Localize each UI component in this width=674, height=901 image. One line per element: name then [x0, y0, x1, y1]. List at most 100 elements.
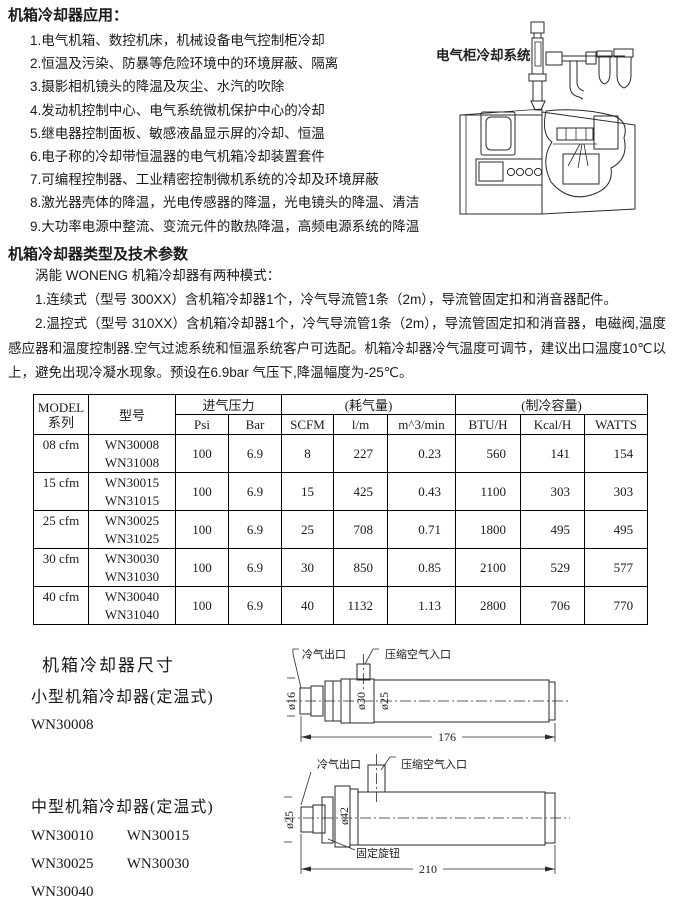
cabinet-cutaway	[544, 109, 626, 198]
watts-cell: 495	[584, 510, 649, 550]
air-supply-piping	[545, 48, 634, 100]
m3min-cell: 1.13	[387, 586, 457, 626]
col-header-watts: WATTS	[584, 414, 649, 436]
dia-outlet-label: ø16	[284, 692, 298, 710]
models-cell: WN30040 WN31040	[88, 586, 176, 626]
lm-cell: 1132	[333, 586, 389, 626]
valve	[585, 51, 597, 65]
bar-cell: 6.9	[227, 472, 283, 512]
models-cell: WN30008 WN31008	[88, 434, 176, 474]
series-cell: 08 cfm	[33, 434, 89, 474]
psi-cell: 100	[175, 548, 229, 588]
model-code: WN31015	[104, 493, 160, 509]
model-code: WN30030	[104, 551, 160, 567]
model-code: WN30010	[31, 828, 94, 845]
btuh-cell: 1100	[455, 472, 522, 512]
list-item: 8.激光器壳体的降温，光电传感器的降温，光电镜头的降温、清洁	[30, 195, 420, 211]
cabinet-cooling-diagram: 电气柜冷却系统	[436, 21, 636, 215]
leader-line	[300, 771, 312, 806]
cold-outlet-label: 冷气出口	[302, 647, 346, 661]
model-code: WN30030	[126, 856, 190, 873]
watts-cell: 577	[584, 548, 649, 588]
scfm-cell: 30	[281, 548, 335, 588]
fixing-knob-label: 固定旋钮	[356, 846, 400, 860]
vortex-tube-cooler	[528, 21, 547, 111]
col-header-m3min: m^3/min	[387, 414, 457, 436]
list-item: 3.摄影相机镜头的降温及灰尘、水汽的吹除	[30, 79, 285, 95]
cold-air-nozzle	[299, 678, 351, 724]
list-item: 4.发动机控制中心、电气系统微机保护中心的冷却	[30, 102, 325, 118]
models-cell: WN30025 WN31025	[88, 510, 176, 550]
applications-title: 机箱冷却器应用：	[8, 7, 129, 24]
vent-grille	[562, 153, 600, 185]
models-cell: WN30030 WN31030	[88, 548, 176, 588]
col-header-scfm: SCFM	[281, 414, 335, 436]
bar-cell: 6.9	[227, 434, 283, 474]
model-code: WN30025	[31, 856, 94, 873]
control-panel	[475, 158, 543, 186]
watts-cell: 770	[584, 586, 649, 626]
air-inlet-label: 压缩空气入口	[385, 647, 451, 661]
col-header-psi: Psi	[175, 414, 229, 436]
length-label: 176	[438, 730, 456, 744]
dia-outlet-label: ø25	[282, 811, 296, 829]
small-cooler-drawing: 冷气出口 压缩空气入口 ø16 ø30 ø25 176	[284, 647, 570, 744]
table-row: 40 cfm WN30040 WN31040 100 6.9 40 1132 1.…	[33, 586, 649, 626]
list-item: 5.继电器控制面板、敏感液晶显示屏的冷却、恒温	[30, 125, 325, 141]
group-header-pressure: 进气压力	[174, 394, 283, 416]
lm-cell: 708	[333, 510, 389, 550]
btuh-cell: 2800	[455, 586, 522, 626]
vent-grille	[593, 115, 619, 150]
psi-cell: 100	[175, 586, 229, 626]
group-header-capacity: (制冷容量)	[455, 394, 649, 416]
model-code: WN30015	[104, 475, 160, 491]
btuh-cell: 560	[455, 434, 522, 474]
dia-flange-label: ø42	[337, 807, 351, 825]
medium-cooler-subtitle: 中型机箱冷却器(定温式)	[31, 799, 214, 817]
cooler-body	[349, 678, 556, 724]
length-label: 210	[419, 862, 437, 876]
air-inlet-tube	[367, 754, 386, 802]
m3min-cell: 0.43	[387, 472, 457, 512]
scfm-cell: 40	[281, 586, 335, 626]
cooler-body	[357, 791, 556, 846]
m3min-cell: 0.23	[387, 434, 457, 474]
model-code: WN31030	[104, 569, 160, 585]
table-row: 15 cfm WN30015 WN31015 100 6.9 15 425 0.4…	[33, 472, 649, 512]
dimensions-title: 机箱冷却器尺寸	[42, 656, 175, 676]
col-header-model-cn: 系列	[47, 414, 74, 430]
m3min-cell: 0.85	[387, 548, 457, 588]
crt-screen	[480, 111, 516, 156]
leader-line	[292, 648, 299, 654]
group-header-consumption: (耗气量)	[281, 394, 457, 416]
filter-bowl	[598, 56, 611, 85]
kcalh-cell: 706	[520, 586, 586, 626]
col-header-btuh: BTU/H	[455, 414, 522, 436]
dia-flange-label: ø30	[354, 692, 368, 710]
watts-cell: 303	[584, 472, 649, 512]
list-item: 1.电气机箱、数控机床，机械设备电气控制柜冷却	[30, 33, 325, 48]
scfm-cell: 15	[281, 472, 335, 512]
applications-list: 1.电气机箱、数控机床，机械设备电气控制柜冷却 2.恒温及污染、防暴等危险环境中…	[30, 29, 465, 238]
btuh-cell: 2100	[455, 548, 522, 588]
col-header-model: MODEL 系列	[33, 394, 89, 436]
cold-outlet-label: 冷气出口	[317, 757, 361, 771]
length-dimension: 176	[300, 716, 556, 744]
psi-cell: 100	[175, 472, 229, 512]
types-title: 机箱冷却器类型及技术参数	[8, 245, 189, 263]
list-item: 7.可编程控制器、工业精密控制微机系统的冷却及环境屏蔽	[30, 172, 379, 188]
model-code: WN30015	[126, 828, 190, 845]
table-header-row-2: Psi Bar SCFM l/m m^3/min BTU/H Kcal/H WA…	[34, 414, 649, 436]
psi-cell: 100	[175, 434, 229, 474]
model-code: WN30025	[104, 513, 160, 529]
kcalh-cell: 141	[520, 434, 586, 474]
series-cell: 15 cfm	[33, 472, 89, 512]
bar-cell: 6.9	[227, 548, 283, 588]
spec-table: MODEL 系列 型号 进气压力 (耗气量) (制冷容量) Psi Bar SC…	[33, 394, 649, 626]
model-code: WN30008	[104, 437, 160, 453]
col-header-bar: Bar	[227, 414, 283, 436]
leader-line	[364, 648, 379, 665]
kcalh-cell: 303	[520, 472, 586, 512]
col-header-lm: l/m	[333, 414, 389, 436]
air-inlet-label: 压缩空气入口	[401, 757, 467, 771]
